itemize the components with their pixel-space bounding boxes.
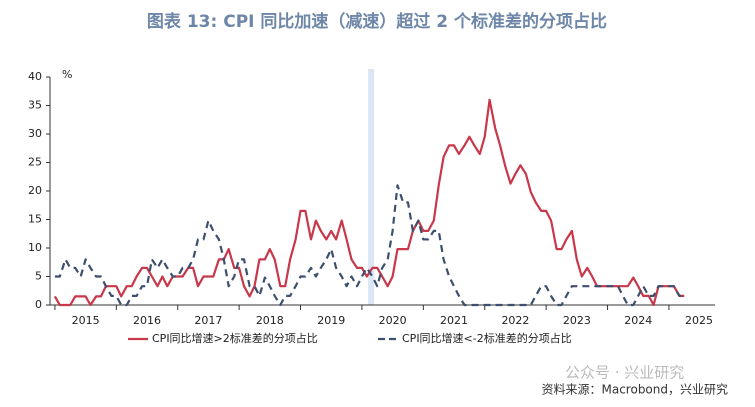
y-tick-label: 40 xyxy=(28,70,42,83)
x-tick-label: 2017 xyxy=(194,314,222,327)
y-tick-label: 30 xyxy=(28,127,42,140)
x-tick-label: 2015 xyxy=(72,314,100,327)
y-tick-label: 20 xyxy=(28,184,42,197)
y-tick-label: 5 xyxy=(35,270,42,283)
x-tick-label: 2019 xyxy=(317,314,345,327)
y-tick-label: 35 xyxy=(28,99,42,112)
series-line xyxy=(54,184,685,307)
y-tick-label: 25 xyxy=(28,156,42,169)
x-tick-label: 2023 xyxy=(563,314,591,327)
y-unit: % xyxy=(62,68,72,81)
y-tick-label: 10 xyxy=(28,241,42,254)
chart-title: 图表 13: CPI 同比加速（减速）超过 2 个标准差的分项占比 xyxy=(147,11,607,32)
y-tick-label: 15 xyxy=(28,213,42,226)
watermark: 公众号 · 兴业研究 xyxy=(565,364,684,382)
x-tick-label: 2020 xyxy=(379,314,407,327)
x-tick-label: 2021 xyxy=(440,314,468,327)
shaded-band xyxy=(368,69,375,305)
legend-label: CPI同比增速>2标准差的分项占比 xyxy=(152,331,318,345)
x-tick-label: 2018 xyxy=(256,314,284,327)
y-tick-label: 0 xyxy=(35,298,42,311)
x-tick-label: 2025 xyxy=(685,314,713,327)
legend-label: CPI同比增速<-2标准差的分项占比 xyxy=(402,331,572,345)
source: 资料来源：Macrobond，兴业研究 xyxy=(542,382,729,397)
x-tick-label: 2024 xyxy=(624,314,652,327)
x-tick-label: 2016 xyxy=(133,314,161,327)
x-tick-label: 2022 xyxy=(501,314,529,327)
